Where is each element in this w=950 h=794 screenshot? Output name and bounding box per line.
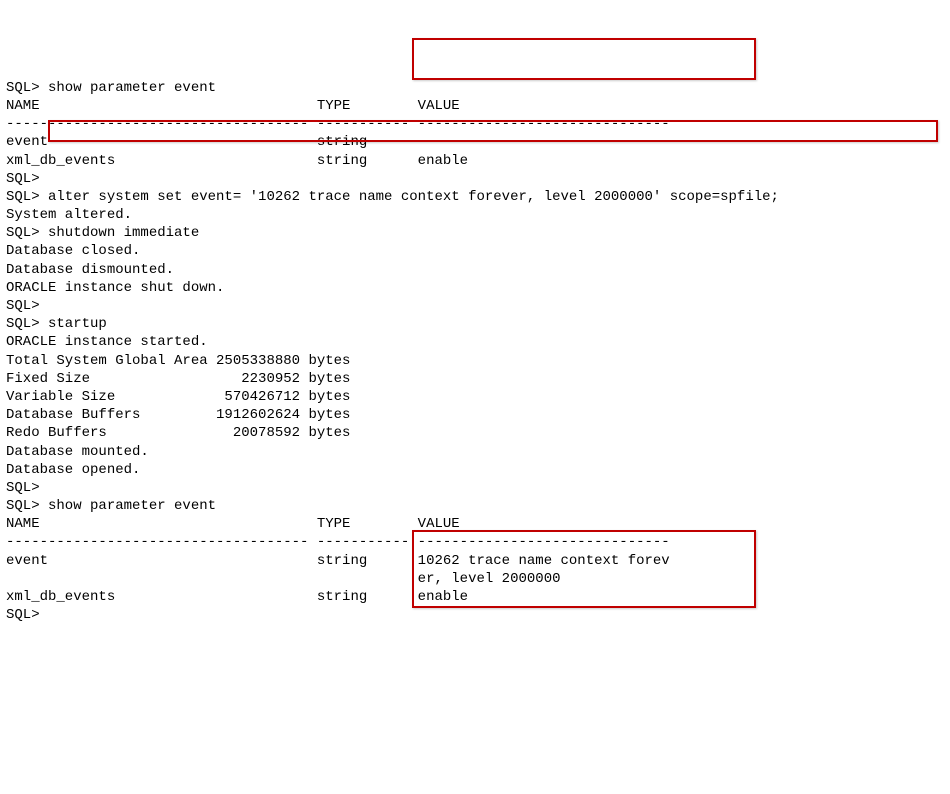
- terminal-line: NAME TYPE VALUE: [6, 97, 944, 115]
- terminal-line: ------------------------------------ ---…: [6, 533, 944, 551]
- terminal-line: NAME TYPE VALUE: [6, 515, 944, 533]
- terminal-line: er, level 2000000: [6, 570, 944, 588]
- terminal-line: Redo Buffers 20078592 bytes: [6, 424, 944, 442]
- terminal-line: SQL> alter system set event= '10262 trac…: [6, 188, 944, 206]
- terminal-line: SQL> show parameter event: [6, 497, 944, 515]
- terminal-line: Database mounted.: [6, 443, 944, 461]
- terminal-line: Database closed.: [6, 242, 944, 260]
- terminal-line: SQL>: [6, 606, 944, 624]
- terminal-line: ORACLE instance shut down.: [6, 279, 944, 297]
- terminal-line: ORACLE instance started.: [6, 333, 944, 351]
- terminal-line: SQL>: [6, 170, 944, 188]
- terminal-line: Database dismounted.: [6, 261, 944, 279]
- terminal-line: event string 10262 trace name context fo…: [6, 552, 944, 570]
- terminal-line: event string: [6, 133, 944, 151]
- terminal-line: SQL> shutdown immediate: [6, 224, 944, 242]
- terminal-line: System altered.: [6, 206, 944, 224]
- terminal-line: Variable Size 570426712 bytes: [6, 388, 944, 406]
- terminal-line: SQL> startup: [6, 315, 944, 333]
- terminal-line: Fixed Size 2230952 bytes: [6, 370, 944, 388]
- terminal-line: xml_db_events string enable: [6, 588, 944, 606]
- terminal-line: Total System Global Area 2505338880 byte…: [6, 352, 944, 370]
- terminal-line: SQL> show parameter event: [6, 79, 944, 97]
- terminal-line: SQL>: [6, 479, 944, 497]
- highlight-box-value-blank: [412, 38, 756, 80]
- terminal-line: xml_db_events string enable: [6, 152, 944, 170]
- terminal-line: ------------------------------------ ---…: [6, 115, 944, 133]
- terminal-line: Database opened.: [6, 461, 944, 479]
- terminal-output: SQL> show parameter eventNAME TYPE VALUE…: [6, 79, 944, 625]
- terminal-line: SQL>: [6, 297, 944, 315]
- terminal-line: Database Buffers 1912602624 bytes: [6, 406, 944, 424]
